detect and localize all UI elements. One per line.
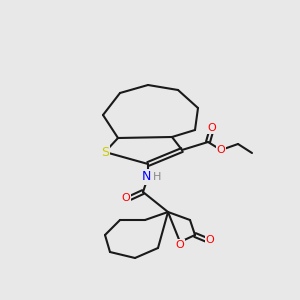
Text: O: O — [176, 240, 184, 250]
Text: N: N — [141, 170, 151, 184]
Text: O: O — [217, 145, 225, 155]
Text: H: H — [153, 172, 161, 182]
Text: S: S — [101, 146, 109, 158]
Text: O: O — [206, 235, 214, 245]
Text: O: O — [208, 123, 216, 133]
Text: O: O — [122, 193, 130, 203]
